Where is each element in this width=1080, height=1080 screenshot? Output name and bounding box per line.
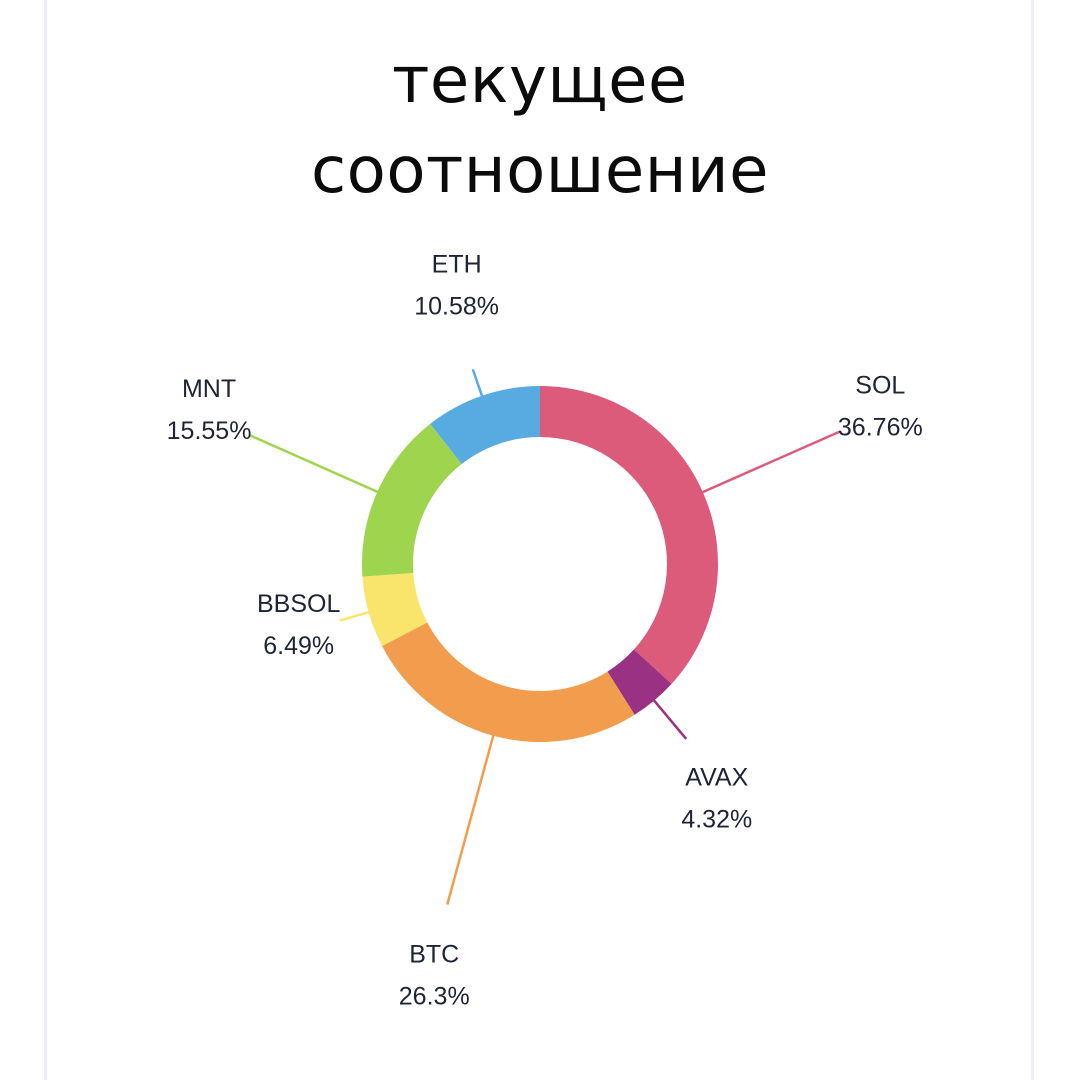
- leader-line-bbsol: [339, 608, 379, 622]
- slice-value-sol: 36.76%: [838, 414, 923, 442]
- chart-title: текущее соотношение: [0, 36, 1080, 216]
- leader-lines: [248, 368, 841, 905]
- donut-slices: [362, 386, 719, 742]
- slice-avax[interactable]: [607, 649, 672, 715]
- slice-bbsol[interactable]: [362, 573, 428, 647]
- slice-label-btc: BTC: [409, 941, 459, 969]
- slice-value-btc: 26.3%: [399, 983, 470, 1011]
- slice-eth[interactable]: [430, 386, 540, 465]
- slice-value-avax: 4.32%: [681, 806, 752, 834]
- leader-line-mnt: [248, 433, 387, 498]
- leader-line-avax: [646, 692, 688, 740]
- slice-label-eth: ETH: [432, 251, 482, 279]
- chart-card: [44, 0, 1034, 1080]
- slice-mnt[interactable]: [362, 423, 462, 577]
- slice-value-mnt: 15.55%: [167, 417, 252, 445]
- slice-label-bbsol: BBSOL: [257, 590, 340, 618]
- slice-sol[interactable]: [540, 386, 719, 684]
- leader-line-eth: [471, 368, 487, 406]
- slice-value-bbsol: 6.49%: [263, 632, 334, 660]
- slice-label-avax: AVAX: [685, 764, 748, 792]
- chart-title-line-1: текущее: [392, 44, 688, 118]
- slice-label-sol: SOL: [855, 372, 905, 400]
- slice-btc[interactable]: [382, 622, 635, 742]
- chart-title-line-2: соотношение: [310, 134, 770, 208]
- slice-value-eth: 10.58%: [414, 293, 499, 321]
- slice-label-mnt: MNT: [182, 375, 236, 403]
- leader-line-sol: [693, 430, 841, 498]
- slice-labels: SOL 36.76% AVAX 4.32% BTC 26.3% BBSOL 6.49% MNT 1…: [167, 251, 923, 1011]
- leader-line-btc: [446, 725, 498, 905]
